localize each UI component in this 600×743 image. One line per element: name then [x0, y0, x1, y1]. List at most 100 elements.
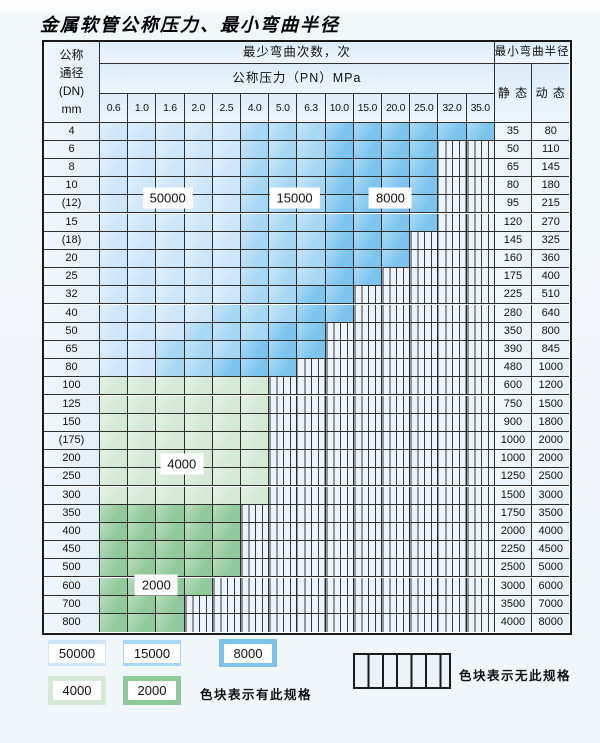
spec-cell	[353, 559, 382, 578]
spec-cell	[297, 504, 326, 523]
static-header-cell: 静 态	[494, 64, 533, 123]
pressure-tick-cell: 25.0	[410, 94, 439, 123]
static-value-cell: 600	[494, 377, 533, 396]
row-dn-cell: 200	[44, 450, 100, 469]
spec-cell	[297, 140, 326, 159]
spec-cell	[156, 413, 185, 432]
spec-cell	[382, 577, 411, 596]
spec-cell	[466, 541, 495, 560]
row-dn-cell: 600	[44, 577, 100, 596]
spec-cell	[438, 377, 467, 396]
spec-cell	[128, 340, 157, 360]
spec-cell	[353, 322, 382, 341]
spec-cell	[156, 286, 185, 305]
static-value-cell: 350	[494, 322, 533, 341]
spec-cell	[353, 140, 382, 159]
spec-cell	[184, 504, 213, 523]
spec-cell	[438, 577, 467, 596]
spec-cell	[128, 122, 157, 141]
spec-cell	[382, 268, 411, 287]
spec-cell	[269, 559, 298, 578]
legend-item-value: 4000	[52, 681, 102, 700]
spec-cell	[438, 595, 467, 614]
spec-table: 公称 通径 (DN) mm 最少弯曲次数，次 最小弯曲半径 公称压力（PN）MPa 静 态动 …	[42, 40, 572, 635]
spec-cell	[241, 340, 270, 360]
spec-cell	[156, 377, 185, 396]
spec-cell	[184, 413, 213, 432]
spec-cell	[241, 595, 270, 614]
static-value-cell: 2250	[494, 541, 533, 560]
spec-cell	[438, 541, 467, 560]
spec-cell	[382, 122, 411, 141]
static-value-cell: 3500	[494, 595, 533, 614]
spec-cell	[128, 395, 157, 414]
spec-cell	[325, 286, 354, 305]
spec-cell	[410, 268, 439, 287]
spec-cell	[241, 541, 270, 560]
spec-cell	[128, 286, 157, 305]
spec-cell	[184, 359, 213, 378]
dynamic-value-cell: 845	[532, 340, 570, 360]
zone-label-2000: 2000	[134, 574, 178, 596]
legend-item-4000: 4000	[48, 676, 106, 705]
pressure-tick-cell: 4.0	[241, 94, 270, 123]
spec-cell	[269, 431, 298, 451]
static-value-cell: 1000	[494, 450, 533, 469]
dynamic-value-cell: 180	[532, 177, 570, 196]
spec-cell	[466, 377, 495, 396]
spec-cell	[438, 559, 467, 578]
row-dn-cell: 10	[44, 177, 100, 196]
spec-cell	[212, 613, 241, 633]
spec-cell	[410, 504, 439, 523]
spec-cell	[100, 541, 129, 560]
dn-header-line: 公称	[59, 47, 84, 62]
spec-cell	[297, 613, 326, 633]
spec-cell	[353, 231, 382, 250]
spec-cell	[269, 395, 298, 414]
legend-item-value: 50000	[48, 643, 106, 663]
spec-cell	[128, 486, 157, 505]
legend-item-50000: 50000	[48, 640, 106, 666]
spec-cell	[100, 195, 129, 214]
pressure-tick-cell: 35.0	[466, 94, 495, 123]
spec-cell	[128, 304, 157, 323]
spec-cell	[212, 468, 241, 487]
spec-cell	[410, 613, 439, 633]
spec-cell	[410, 322, 439, 341]
spec-cell	[297, 377, 326, 396]
dynamic-value-cell: 400	[532, 268, 570, 287]
spec-cell	[269, 522, 298, 542]
spec-cell	[241, 504, 270, 523]
legend-item-value: 8000	[223, 643, 273, 663]
spec-cell	[241, 522, 270, 542]
legend-item-2000: 2000	[123, 676, 181, 705]
spec-cell	[325, 195, 354, 214]
spec-cell	[353, 359, 382, 378]
spec-cell	[156, 613, 185, 633]
spec-cell	[466, 359, 495, 378]
spec-cell	[438, 613, 467, 633]
pressure-tick-cell: 0.6	[100, 94, 129, 123]
spec-cell	[212, 577, 241, 596]
spec-cell	[212, 177, 241, 196]
spec-cell	[325, 613, 354, 633]
spec-cell	[438, 231, 467, 250]
spec-cell	[269, 213, 298, 232]
spec-cell	[382, 213, 411, 232]
spec-cell	[325, 577, 354, 596]
spec-cell	[128, 213, 157, 232]
static-value-cell: 225	[494, 286, 533, 305]
static-value-cell: 1000	[494, 431, 533, 451]
spec-cell	[156, 486, 185, 505]
static-value-cell: 1750	[494, 504, 533, 523]
spec-cell	[466, 304, 495, 323]
static-value-cell: 4000	[494, 613, 533, 633]
spec-cell	[156, 431, 185, 451]
spec-cell	[466, 249, 495, 269]
static-value-cell: 1250	[494, 468, 533, 487]
static-value-cell: 900	[494, 413, 533, 432]
dynamic-value-cell: 3000	[532, 486, 570, 505]
spec-cell	[269, 613, 298, 633]
row-dn-cell: 32	[44, 286, 100, 305]
spec-cell	[466, 395, 495, 414]
